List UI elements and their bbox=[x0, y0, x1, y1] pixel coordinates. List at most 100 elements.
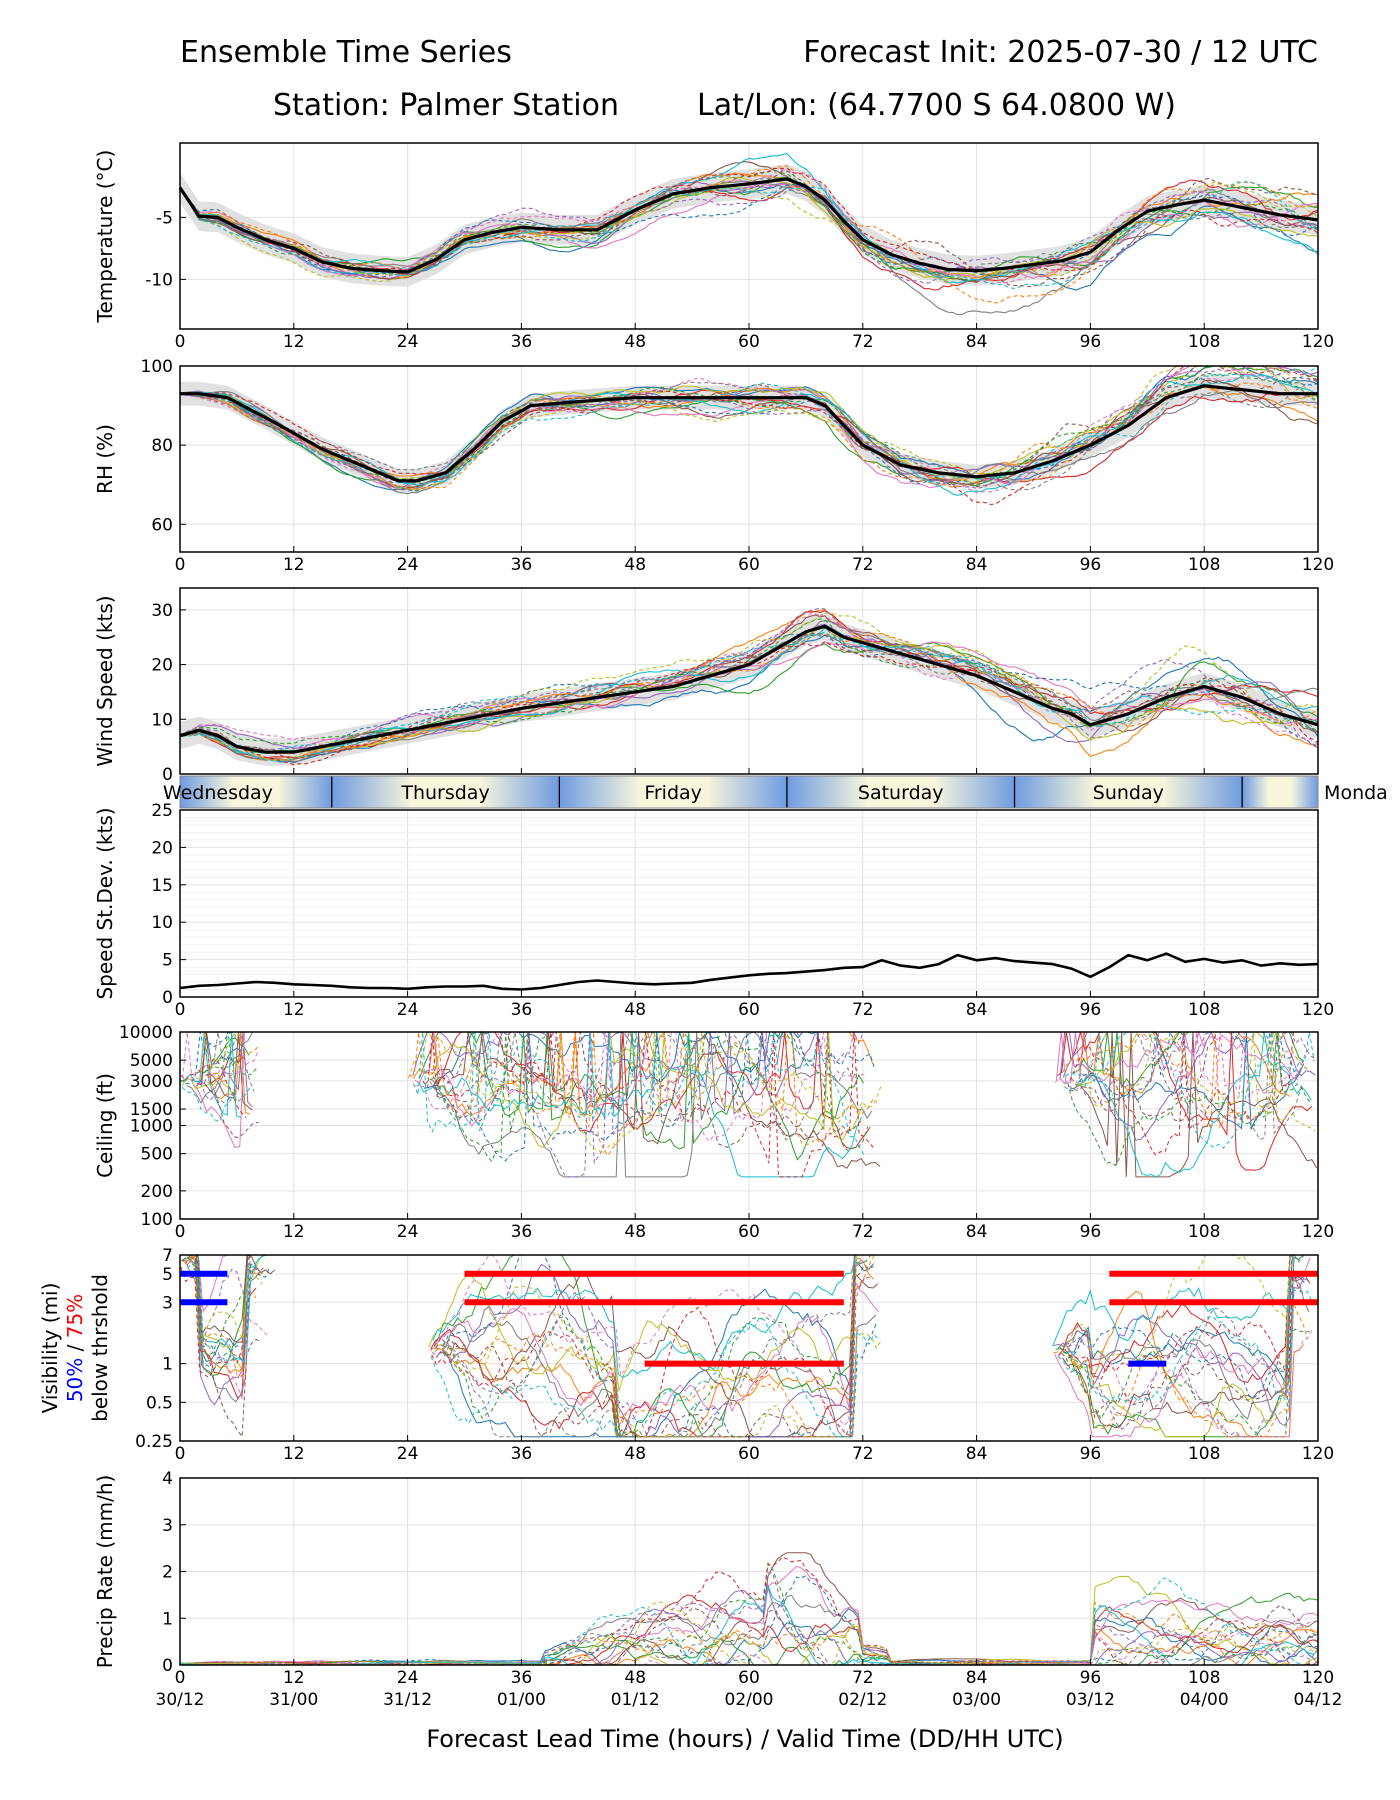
x-tick-label: 108 bbox=[1188, 555, 1220, 575]
y-tick-label: 0 bbox=[162, 1656, 173, 1676]
visibility-member-line bbox=[186, 1256, 261, 1403]
visibility-member-line bbox=[441, 1254, 880, 1438]
visibility-member-line bbox=[1053, 1302, 1309, 1438]
x-tick-label: 24 bbox=[397, 1000, 419, 1020]
x-tick-label: 36 bbox=[511, 1444, 533, 1464]
day-strip-border bbox=[179, 775, 1319, 809]
x-tick-label: 24 bbox=[397, 1222, 419, 1242]
y-tick-label: 100 bbox=[141, 1210, 173, 1230]
ensemble-member-line bbox=[179, 365, 1319, 483]
y-tick-label: 20 bbox=[151, 656, 173, 676]
valid-time-tick-label: 01/00 bbox=[497, 1690, 546, 1710]
visibility-member-line bbox=[1063, 1254, 1315, 1363]
ensemble-member-line bbox=[179, 365, 1319, 492]
ceiling-member-line bbox=[1069, 1031, 1294, 1156]
x-tick-label: 72 bbox=[852, 332, 874, 352]
visibility-member-line bbox=[443, 1255, 871, 1438]
x-tick-label: 0 bbox=[175, 1000, 186, 1020]
x-tick-label: 96 bbox=[1080, 555, 1102, 575]
day-label: Friday bbox=[644, 782, 702, 804]
ceiling-member-line bbox=[200, 1082, 238, 1104]
y-tick-label: 5 bbox=[162, 951, 173, 971]
x-tick-label: 108 bbox=[1188, 1000, 1220, 1020]
visibility-member-line bbox=[189, 1261, 267, 1400]
x-tick-label: 24 bbox=[397, 1668, 419, 1688]
y-tick-label: -5 bbox=[156, 208, 173, 228]
x-tick-label: 60 bbox=[738, 555, 760, 575]
x-tick-label: 60 bbox=[738, 1668, 760, 1688]
ceiling-member-line bbox=[1075, 1030, 1316, 1132]
x-tick-label: 72 bbox=[852, 1444, 874, 1464]
y-tick-label: 3 bbox=[162, 1516, 173, 1536]
x-tick-label: 48 bbox=[624, 1222, 646, 1242]
valid-time-tick-label: 31/00 bbox=[269, 1690, 318, 1710]
visibility-member-line bbox=[190, 1256, 257, 1399]
ensemble-member-line bbox=[179, 626, 1319, 754]
ceiling-member-line bbox=[412, 1031, 865, 1155]
visibility-member-line bbox=[1057, 1289, 1317, 1409]
ensemble-spread-band bbox=[180, 164, 1318, 287]
ensemble-member-line bbox=[179, 180, 1319, 289]
x-tick-label: 120 bbox=[1302, 1222, 1334, 1242]
ensemble-member-line bbox=[179, 152, 1319, 284]
day-label: Monda bbox=[1324, 782, 1388, 804]
x-tick-label: 24 bbox=[397, 1444, 419, 1464]
ensemble-mean-line bbox=[178, 177, 1319, 274]
visibility-member-line bbox=[435, 1271, 879, 1438]
y-axis-label: Visibility (mi) bbox=[38, 1283, 62, 1414]
x-tick-label: 96 bbox=[1080, 1000, 1102, 1020]
chart-panels: -5-100 12 24 36 48 60 72 84 96 108 120Temperature … bbox=[38, 142, 1388, 1710]
valid-time-tick-label: 03/00 bbox=[952, 1690, 1001, 1710]
y-tick-label: 500 bbox=[141, 1145, 173, 1165]
ensemble-member-line bbox=[179, 607, 1319, 750]
ensemble-member-line bbox=[179, 170, 1319, 288]
x-tick-label: 36 bbox=[511, 1000, 533, 1020]
x-tick-label: 96 bbox=[1080, 1668, 1102, 1688]
y-tick-label: 20 bbox=[151, 838, 173, 858]
ensemble-member-line bbox=[179, 610, 1319, 759]
ceiling-member-line bbox=[182, 1031, 259, 1082]
y-tick-label: 7 bbox=[162, 1246, 173, 1266]
ensemble-member-line bbox=[179, 175, 1319, 274]
stdev-line bbox=[179, 952, 1319, 991]
x-tick-label: 36 bbox=[511, 1668, 533, 1688]
x-tick-label: 84 bbox=[966, 1668, 988, 1688]
ceiling-member-line bbox=[434, 1031, 881, 1169]
y-tick-label: 1500 bbox=[130, 1100, 173, 1120]
y-axis-label: Temperature (°C) bbox=[93, 150, 117, 324]
visibility-member-line bbox=[428, 1254, 881, 1392]
x-tick-label: 108 bbox=[1188, 1222, 1220, 1242]
visibility-member-line bbox=[193, 1254, 273, 1364]
y-tick-label: 0 bbox=[162, 988, 173, 1008]
x-tick-label: 48 bbox=[624, 1444, 646, 1464]
x-tick-label: 0 bbox=[175, 1444, 186, 1464]
x-tick-label: 36 bbox=[511, 1222, 533, 1242]
x-tick-label: 120 bbox=[1302, 1000, 1334, 1020]
ceiling-member-line bbox=[181, 1073, 238, 1101]
visibility-member-line bbox=[189, 1254, 263, 1342]
ensemble-member-line bbox=[179, 368, 1319, 490]
x-tick-label: 84 bbox=[966, 1444, 988, 1464]
y-tick-label: 1 bbox=[162, 1609, 173, 1629]
visibility-member-line bbox=[1057, 1328, 1314, 1438]
ceiling-member-line bbox=[1075, 1031, 1312, 1178]
day-label: Saturday bbox=[858, 782, 944, 804]
visibility-member-line bbox=[1058, 1254, 1310, 1383]
y-axis-label: Speed St.Dev. (kts) bbox=[93, 807, 117, 999]
ceiling-member-line bbox=[195, 1031, 245, 1081]
visibility-member-line bbox=[1069, 1254, 1305, 1438]
x-tick-label: 48 bbox=[624, 1668, 646, 1688]
y-tick-label: 5 bbox=[162, 1265, 173, 1285]
day-strip-segment bbox=[331, 776, 560, 808]
y-axis-label: Precip Rate (mm/h) bbox=[93, 1475, 117, 1669]
x-tick-label: 48 bbox=[624, 1000, 646, 1020]
ceiling-member-line bbox=[1078, 1031, 1318, 1178]
ensemble-member-line bbox=[179, 187, 1319, 284]
x-tick-label: 72 bbox=[852, 1000, 874, 1020]
x-tick-label: 120 bbox=[1302, 332, 1334, 352]
visibility-member-line bbox=[1061, 1254, 1300, 1419]
ceiling-member-line bbox=[428, 1031, 863, 1148]
ensemble-member-line bbox=[179, 618, 1319, 745]
x-tick-label: 120 bbox=[1302, 555, 1334, 575]
day-strip-segment bbox=[559, 776, 787, 808]
